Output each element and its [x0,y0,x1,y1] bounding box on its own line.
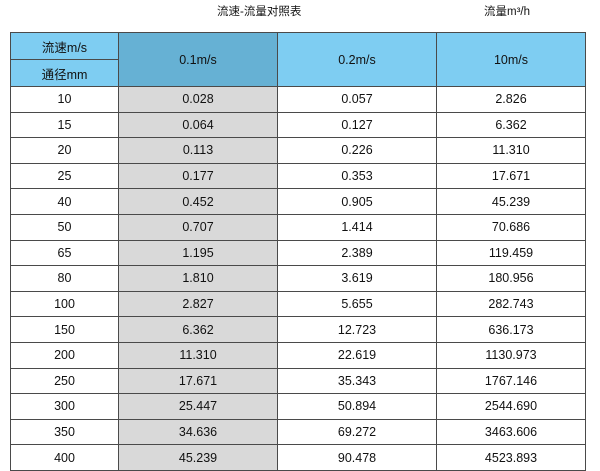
cell-nominal-diameter: 40 [10,188,119,215]
cell-nominal-diameter: 300 [10,393,119,420]
caption-row: 流速-流量对照表 流量m³/h [0,0,600,32]
cell-nominal-diameter: 10 [10,86,119,113]
header-corner-diameter-label: 通径mm [10,59,119,87]
header-row-top: 流速m/s 0.1m/s 0.2m/s 10m/s [10,32,586,87]
cell-flow-0.1ms: 0.177 [118,162,278,190]
cell-flow-0.2ms: 22.619 [277,341,437,369]
cell-flow-0.2ms: 5.655 [277,290,437,318]
flow-velocity-table: 流速m/s 0.1m/s 0.2m/s 10m/s 通径mm 10 0.028 0.… [10,32,586,471]
flow-unit-label: 流量m³/h [484,6,530,18]
header-col-2: 10m/s [436,32,586,87]
cell-nominal-diameter: 200 [10,341,119,369]
table-row: 40 0.452 0.905 45.239 [10,188,586,215]
cell-nominal-diameter: 150 [10,316,119,343]
cell-flow-0.1ms: 1.810 [118,265,278,292]
cell-flow-0.2ms: 50.894 [277,393,437,420]
cell-flow-0.1ms: 45.239 [118,444,278,471]
cell-flow-10ms: 45.239 [436,188,586,215]
cell-nominal-diameter: 80 [10,265,119,292]
cell-flow-10ms: 1130.973 [436,341,586,369]
cell-flow-10ms: 3463.606 [436,418,586,446]
cell-nominal-diameter: 100 [10,290,119,318]
cell-flow-10ms: 1767.146 [436,367,586,395]
cell-flow-0.2ms: 0.127 [277,111,437,139]
table-row: 25 0.177 0.353 17.671 [10,162,586,190]
cell-flow-0.1ms: 0.707 [118,213,278,241]
cell-flow-0.1ms: 0.064 [118,111,278,139]
flow-velocity-table-wrap: 流速m/s 0.1m/s 0.2m/s 10m/s 通径mm 10 0.028 0.… [10,32,586,471]
cell-flow-0.2ms: 35.343 [277,367,437,395]
cell-flow-0.2ms: 12.723 [277,316,437,343]
table-row: 400 45.239 90.478 4523.893 [10,444,586,471]
cell-flow-0.2ms: 2.389 [277,239,437,267]
table-row: 100 2.827 5.655 282.743 [10,290,586,318]
header-row-bottom: 通径mm [10,59,586,87]
cell-flow-0.2ms: 0.226 [277,137,437,164]
cell-flow-0.2ms: 1.414 [277,213,437,241]
cell-flow-0.2ms: 90.478 [277,444,437,471]
cell-flow-0.1ms: 0.113 [118,137,278,164]
table-row: 80 1.810 3.619 180.956 [10,265,586,292]
cell-flow-0.1ms: 0.028 [118,86,278,113]
cell-flow-0.2ms: 69.272 [277,418,437,446]
table-row: 10 0.028 0.057 2.826 [10,86,586,113]
cell-nominal-diameter: 15 [10,111,119,139]
cell-flow-10ms: 636.173 [436,316,586,343]
table-body: 10 0.028 0.057 2.826 15 0.064 0.127 6.362 20 0.11… [10,86,586,471]
cell-flow-10ms: 119.459 [436,239,586,267]
table-row: 20 0.113 0.226 11.310 [10,137,586,164]
cell-flow-0.2ms: 0.905 [277,188,437,215]
cell-flow-0.1ms: 25.447 [118,393,278,420]
cell-flow-0.1ms: 1.195 [118,239,278,267]
cell-flow-0.1ms: 0.452 [118,188,278,215]
cell-flow-10ms: 70.686 [436,213,586,241]
table-row: 350 34.636 69.272 3463.606 [10,418,586,446]
header-col-1: 0.2m/s [277,32,437,87]
cell-flow-0.2ms: 0.057 [277,86,437,113]
table-row: 15 0.064 0.127 6.362 [10,111,586,139]
table-row: 65 1.195 2.389 119.459 [10,239,586,267]
cell-flow-10ms: 2544.690 [436,393,586,420]
cell-nominal-diameter: 20 [10,137,119,164]
chart-title: 流速-流量对照表 [217,6,302,18]
cell-flow-0.1ms: 2.827 [118,290,278,318]
cell-nominal-diameter: 25 [10,162,119,190]
cell-flow-0.2ms: 3.619 [277,265,437,292]
cell-flow-10ms: 17.671 [436,162,586,190]
header-corner-velocity-label: 流速m/s [10,32,119,60]
cell-flow-10ms: 2.826 [436,86,586,113]
cell-flow-0.1ms: 11.310 [118,341,278,369]
table-row: 150 6.362 12.723 636.173 [10,316,586,343]
cell-flow-10ms: 180.956 [436,265,586,292]
cell-flow-0.1ms: 6.362 [118,316,278,343]
table-row: 250 17.671 35.343 1767.146 [10,367,586,395]
cell-nominal-diameter: 250 [10,367,119,395]
cell-flow-10ms: 6.362 [436,111,586,139]
cell-flow-0.2ms: 0.353 [277,162,437,190]
cell-nominal-diameter: 350 [10,418,119,446]
cell-nominal-diameter: 50 [10,213,119,241]
header-col-0: 0.1m/s [118,32,278,87]
cell-nominal-diameter: 400 [10,444,119,471]
table-row: 200 11.310 22.619 1130.973 [10,341,586,369]
cell-flow-10ms: 4523.893 [436,444,586,471]
cell-flow-10ms: 282.743 [436,290,586,318]
cell-flow-0.1ms: 34.636 [118,418,278,446]
cell-flow-0.1ms: 17.671 [118,367,278,395]
table-head: 流速m/s 0.1m/s 0.2m/s 10m/s 通径mm [10,32,586,87]
table-row: 50 0.707 1.414 70.686 [10,213,586,241]
table-row: 300 25.447 50.894 2544.690 [10,393,586,420]
cell-nominal-diameter: 65 [10,239,119,267]
cell-flow-10ms: 11.310 [436,137,586,164]
